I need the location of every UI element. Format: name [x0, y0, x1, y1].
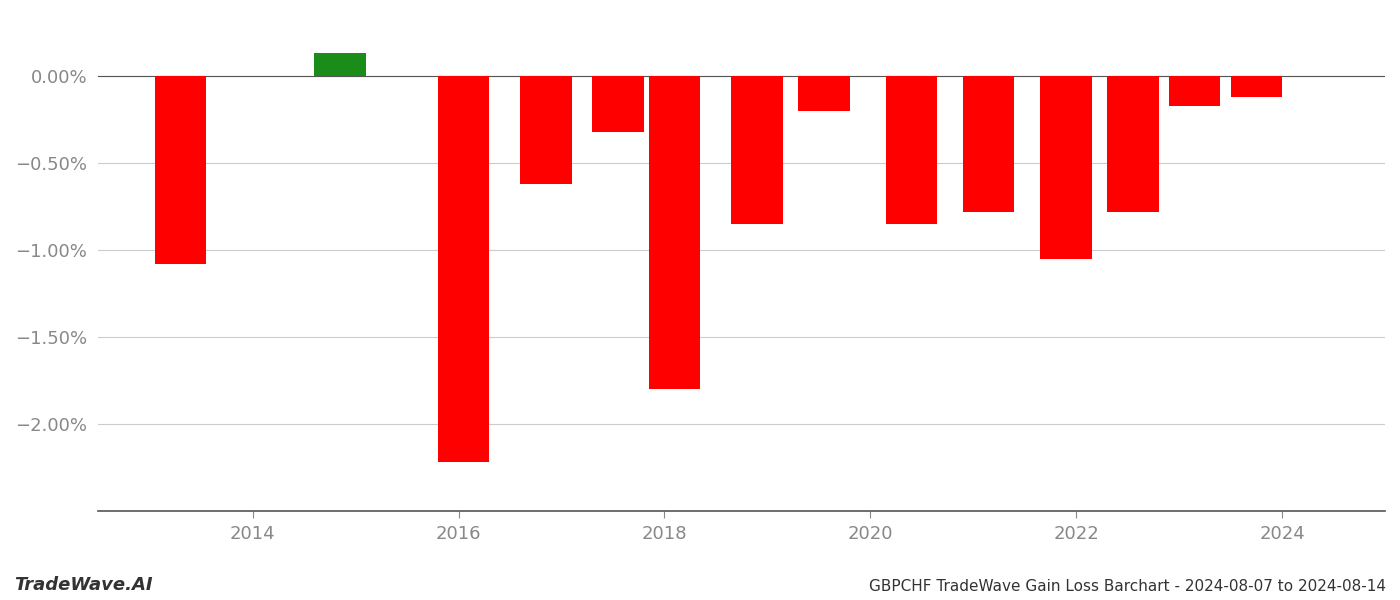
- Text: GBPCHF TradeWave Gain Loss Barchart - 2024-08-07 to 2024-08-14: GBPCHF TradeWave Gain Loss Barchart - 20…: [869, 579, 1386, 594]
- Bar: [155, 76, 206, 264]
- Bar: [1040, 76, 1092, 259]
- Bar: [521, 76, 571, 184]
- Bar: [650, 76, 700, 389]
- Bar: [315, 53, 365, 76]
- Text: TradeWave.AI: TradeWave.AI: [14, 576, 153, 594]
- Bar: [798, 76, 850, 111]
- Bar: [963, 76, 1015, 212]
- Bar: [1169, 76, 1221, 106]
- Bar: [1231, 76, 1282, 97]
- Bar: [886, 76, 937, 224]
- Bar: [731, 76, 783, 224]
- Bar: [438, 76, 490, 463]
- Bar: [1107, 76, 1159, 212]
- Bar: [592, 76, 644, 131]
